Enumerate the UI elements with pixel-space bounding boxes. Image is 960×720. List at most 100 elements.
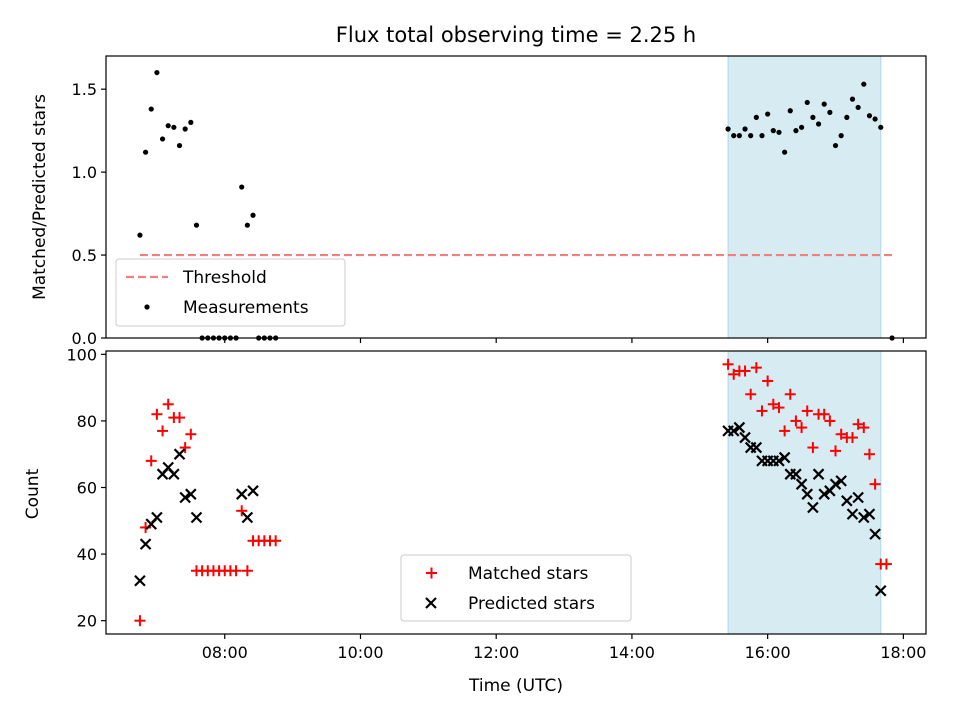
highlight-span: [727, 55, 882, 339]
matched-star-point: [818, 408, 830, 420]
measurement-point: [827, 109, 833, 115]
matched-star-point: [739, 365, 751, 377]
predicted-star-point: [818, 488, 830, 500]
y-tick-label: 100: [66, 345, 97, 364]
predicted-star-point: [168, 468, 180, 480]
predicted-star-point: [247, 485, 259, 497]
x-tick-label: 18:00: [880, 643, 926, 662]
y-tick-label: 60: [77, 479, 97, 498]
matched-star-point: [179, 442, 191, 454]
matched-star-point: [863, 448, 875, 460]
measurement-point: [244, 222, 250, 228]
predicted-star-point: [863, 508, 876, 520]
measurement-point: [159, 136, 166, 142]
matched-star-point: [801, 405, 813, 417]
measurement-point: [171, 124, 177, 130]
predicted-star-point: [235, 488, 248, 500]
bottom-panel: 20 40 60 80 100 08:00 10:00 12:00 14:00 16:00 18:0…: [66, 345, 927, 662]
legend-label-measurements: Measurements: [183, 298, 309, 318]
matched-star-point: [807, 442, 819, 454]
legend-label-predicted: Predicted stars: [468, 594, 595, 614]
matched-star-point: [241, 565, 253, 577]
measurement-point: [765, 111, 771, 117]
measurement-point: [165, 123, 171, 129]
predicted-star-point: [739, 431, 751, 444]
matched-star-point: [236, 505, 248, 517]
measurement-point: [793, 128, 799, 134]
predicted-star-point: [185, 488, 197, 500]
measurement-point: [878, 124, 884, 130]
matched-star-point: [858, 422, 870, 434]
x-tick-label: 10:00: [337, 643, 383, 662]
predicted-star-point: [869, 528, 881, 540]
measurement-point: [137, 232, 143, 238]
predicted-star-point: [795, 478, 808, 490]
measurement-point: [250, 212, 256, 218]
y-tick-label: 40: [77, 545, 97, 564]
measurement-point: [188, 119, 194, 125]
matched-star-point: [762, 375, 774, 387]
matched-star-point: [134, 615, 146, 627]
matched-star-point: [750, 362, 762, 374]
predicted-star-point: [874, 584, 887, 597]
x-tick-label: 12:00: [473, 643, 519, 662]
y-tick-label: 20: [77, 612, 97, 631]
measurement-point: [787, 108, 793, 114]
matched-star-point: [773, 402, 785, 414]
x-tick-label: 08:00: [202, 643, 248, 662]
matched-star-point: [830, 445, 842, 457]
predicted-star-point: [841, 495, 853, 507]
matched-star-point: [790, 415, 802, 427]
measurement-point: [753, 114, 759, 120]
measurement-point: [804, 99, 810, 106]
matched-star-point: [745, 388, 757, 400]
predicted-star-point: [778, 451, 791, 464]
matched-star-point: [145, 455, 157, 467]
predicted-star-point: [801, 488, 814, 500]
predicted-star-point: [727, 425, 740, 437]
y-tick-label: 0.0: [72, 329, 97, 348]
y-tick-label: 0.5: [72, 246, 97, 265]
measurement-point: [770, 128, 776, 134]
matched-star-point: [270, 535, 282, 547]
measurement-point: [725, 126, 731, 132]
legend-measurement-swatch: [144, 304, 150, 310]
predicted-star-point: [241, 511, 254, 524]
x-tick-label: 16:00: [745, 643, 791, 662]
x-tick-label: 14:00: [609, 643, 655, 662]
matched-star-point: [835, 428, 847, 440]
measurement-point: [798, 124, 805, 130]
measurement-point: [142, 149, 149, 155]
chart-title: Flux total observing time = 2.25 h: [336, 23, 696, 47]
measurement-point: [731, 133, 737, 139]
bottom-y-axis-label: Count: [23, 468, 43, 519]
predicted-star-point: [852, 491, 864, 504]
measurement-point: [742, 126, 748, 132]
predicted-star-point: [858, 511, 870, 524]
matched-star-point: [728, 368, 740, 380]
top-y-axis-label: Matched/Predicted stars: [30, 94, 50, 300]
predicted-star-point: [790, 468, 802, 480]
predicted-star-point: [173, 448, 186, 460]
y-tick-label: 1.0: [72, 163, 97, 182]
measurement-point: [736, 133, 742, 139]
measurement-point: [782, 149, 788, 155]
matched-star-point: [779, 425, 791, 437]
matched-star-point: [796, 422, 808, 434]
predicted-star-point: [829, 478, 842, 490]
matched-star-point: [846, 432, 858, 444]
measurement-point: [866, 113, 873, 119]
axes-frame: [105, 350, 927, 635]
legend-box: [115, 258, 346, 327]
measurement-point: [844, 114, 850, 120]
matched-star-point: [162, 398, 174, 410]
predicted-star-point: [812, 468, 825, 480]
measurement-point: [815, 121, 822, 127]
predicted-star-point: [835, 475, 847, 487]
measurement-point: [810, 114, 816, 120]
legend-box: [400, 554, 632, 622]
matched-star-point: [880, 558, 892, 570]
measurement-point: [821, 101, 827, 107]
y-tick-label: 1.5: [72, 80, 97, 99]
matched-star-point: [767, 398, 779, 410]
